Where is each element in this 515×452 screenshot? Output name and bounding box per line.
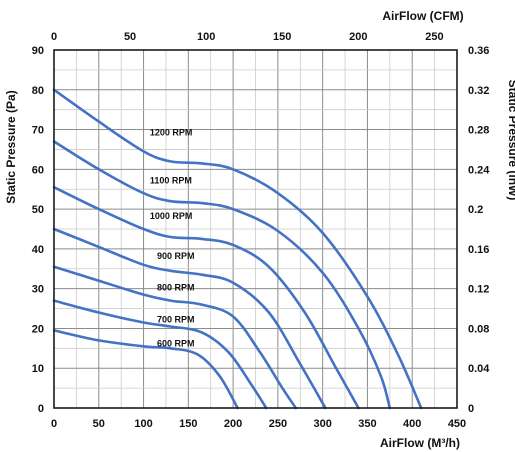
x-tick-label: 0 [51,418,57,430]
series-label: 1200 RPM [150,128,193,138]
x-tick-label: 250 [269,418,287,430]
y2-tick-label: 0.24 [468,164,490,176]
series-label: 1000 RPM [150,211,193,221]
series-label: 900 RPM [157,251,195,261]
y2-axis-title: Static Pressure (inW) [506,80,515,201]
x-tick-label: 50 [93,418,105,430]
series-line-1100-rpm [52,140,392,410]
x2-tick-label: 200 [349,31,367,43]
series-line-800-rpm [52,265,298,410]
series-lines [52,88,423,410]
x2-tick-label: 150 [273,31,291,43]
series-labels: 1200 RPM 1100 RPM 1000 RPM 900 RPM 800 RPM 70… [150,128,195,349]
x-tick-label: 200 [224,418,242,430]
y-axis-title: Static Pressure (Pa) [4,90,18,203]
x2-tick-label: 0 [51,31,57,43]
y-tick-label: 30 [32,284,44,296]
y-tick-label: 40 [32,244,44,256]
series-label: 600 RPM [157,338,195,348]
y-tick-label: 70 [32,125,44,137]
tick-labels: 0 50 100 150 200 250 300 350 400 4500102030405060… [32,31,491,430]
series-line-600-rpm [52,329,239,410]
y-tick-label: 80 [32,85,44,97]
y2-tick-label: 0.36 [468,45,489,57]
y-tick-label: 0 [38,403,44,415]
series-line-900-rpm [52,227,327,410]
y2-tick-label: 0.16 [468,244,489,256]
x2-tick-label: 50 [124,31,136,43]
y2-tick-label: 0.32 [468,85,489,97]
y2-tick-label: 0.04 [468,363,490,375]
y-tick-label: 50 [32,204,44,216]
x-tick-label: 350 [358,418,376,430]
y2-tick-label: 0 [468,403,474,415]
series-line-1200-rpm [52,88,423,410]
y2-tick-label: 0.08 [468,323,489,335]
x2-axis-title: AirFlow (CFM) [382,9,463,23]
x-tick-label: 400 [403,418,421,430]
series-label: 1100 RPM [150,175,192,185]
series-line-1000-rpm [52,185,360,410]
plot-frame [53,49,458,409]
y2-tick-label: 0.2 [468,204,483,216]
x-tick-label: 150 [179,418,197,430]
x-tick-label: 300 [313,418,331,430]
y-tick-label: 10 [32,363,44,375]
y-tick-label: 60 [32,164,44,176]
y2-tick-label: 0.12 [468,284,489,296]
y-tick-label: 20 [32,323,44,335]
x-tick-label: 450 [448,418,466,430]
series-line-700-rpm [52,299,268,410]
y-tick-label: 90 [32,45,44,57]
x2-tick-label: 250 [425,31,443,43]
y2-tick-label: 0.28 [468,125,489,137]
series-label: 700 RPM [157,314,195,324]
series-label: 800 RPM [157,283,195,293]
x-axis-title: AirFlow (M³/h) [380,436,460,450]
x2-tick-label: 100 [197,31,215,43]
x-tick-label: 100 [134,418,152,430]
